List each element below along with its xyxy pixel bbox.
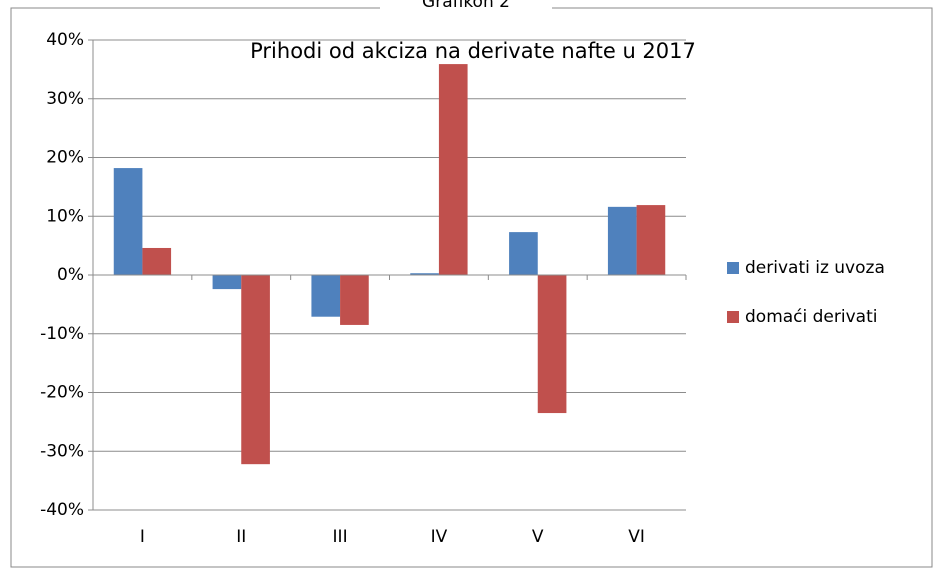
y-tick-label: -10% (40, 324, 84, 344)
x-tick-label: II (236, 527, 246, 547)
bar (410, 273, 439, 275)
x-tick-label: V (532, 527, 544, 547)
legend-label: derivati iz uvoza (745, 258, 885, 278)
bar (607, 206, 637, 275)
bar (340, 275, 369, 325)
legend-swatch (727, 311, 739, 323)
x-tick-label: IV (431, 527, 448, 547)
heading: Grafikon 2 (422, 0, 510, 12)
bar (113, 168, 143, 275)
bar (311, 275, 341, 317)
y-tick-label: 0% (57, 265, 84, 285)
bar (636, 205, 666, 275)
x-tick-label: VI (628, 527, 645, 547)
y-tick-label: 20% (46, 148, 84, 168)
chart-frame (10, 7, 933, 568)
bar (241, 275, 270, 465)
y-tick-label: 30% (46, 89, 84, 109)
y-tick-label: 40% (46, 30, 84, 50)
y-tick-label: -20% (40, 383, 84, 403)
legend-swatch (727, 262, 739, 274)
x-tick-label: I (140, 527, 145, 547)
chart-title: Prihodi od akciza na derivate nafte u 20… (250, 39, 696, 63)
bar (142, 247, 172, 275)
y-tick-label: -30% (40, 441, 84, 461)
bar (438, 64, 468, 276)
x-tick-label: III (333, 527, 348, 547)
bar (509, 232, 538, 275)
y-tick-label: 10% (46, 206, 84, 226)
bar (212, 275, 242, 290)
y-tick-label: -40% (40, 500, 84, 520)
heading-bg (380, 0, 552, 14)
bar (537, 275, 567, 414)
legend-label: domaći derivati (745, 307, 877, 327)
